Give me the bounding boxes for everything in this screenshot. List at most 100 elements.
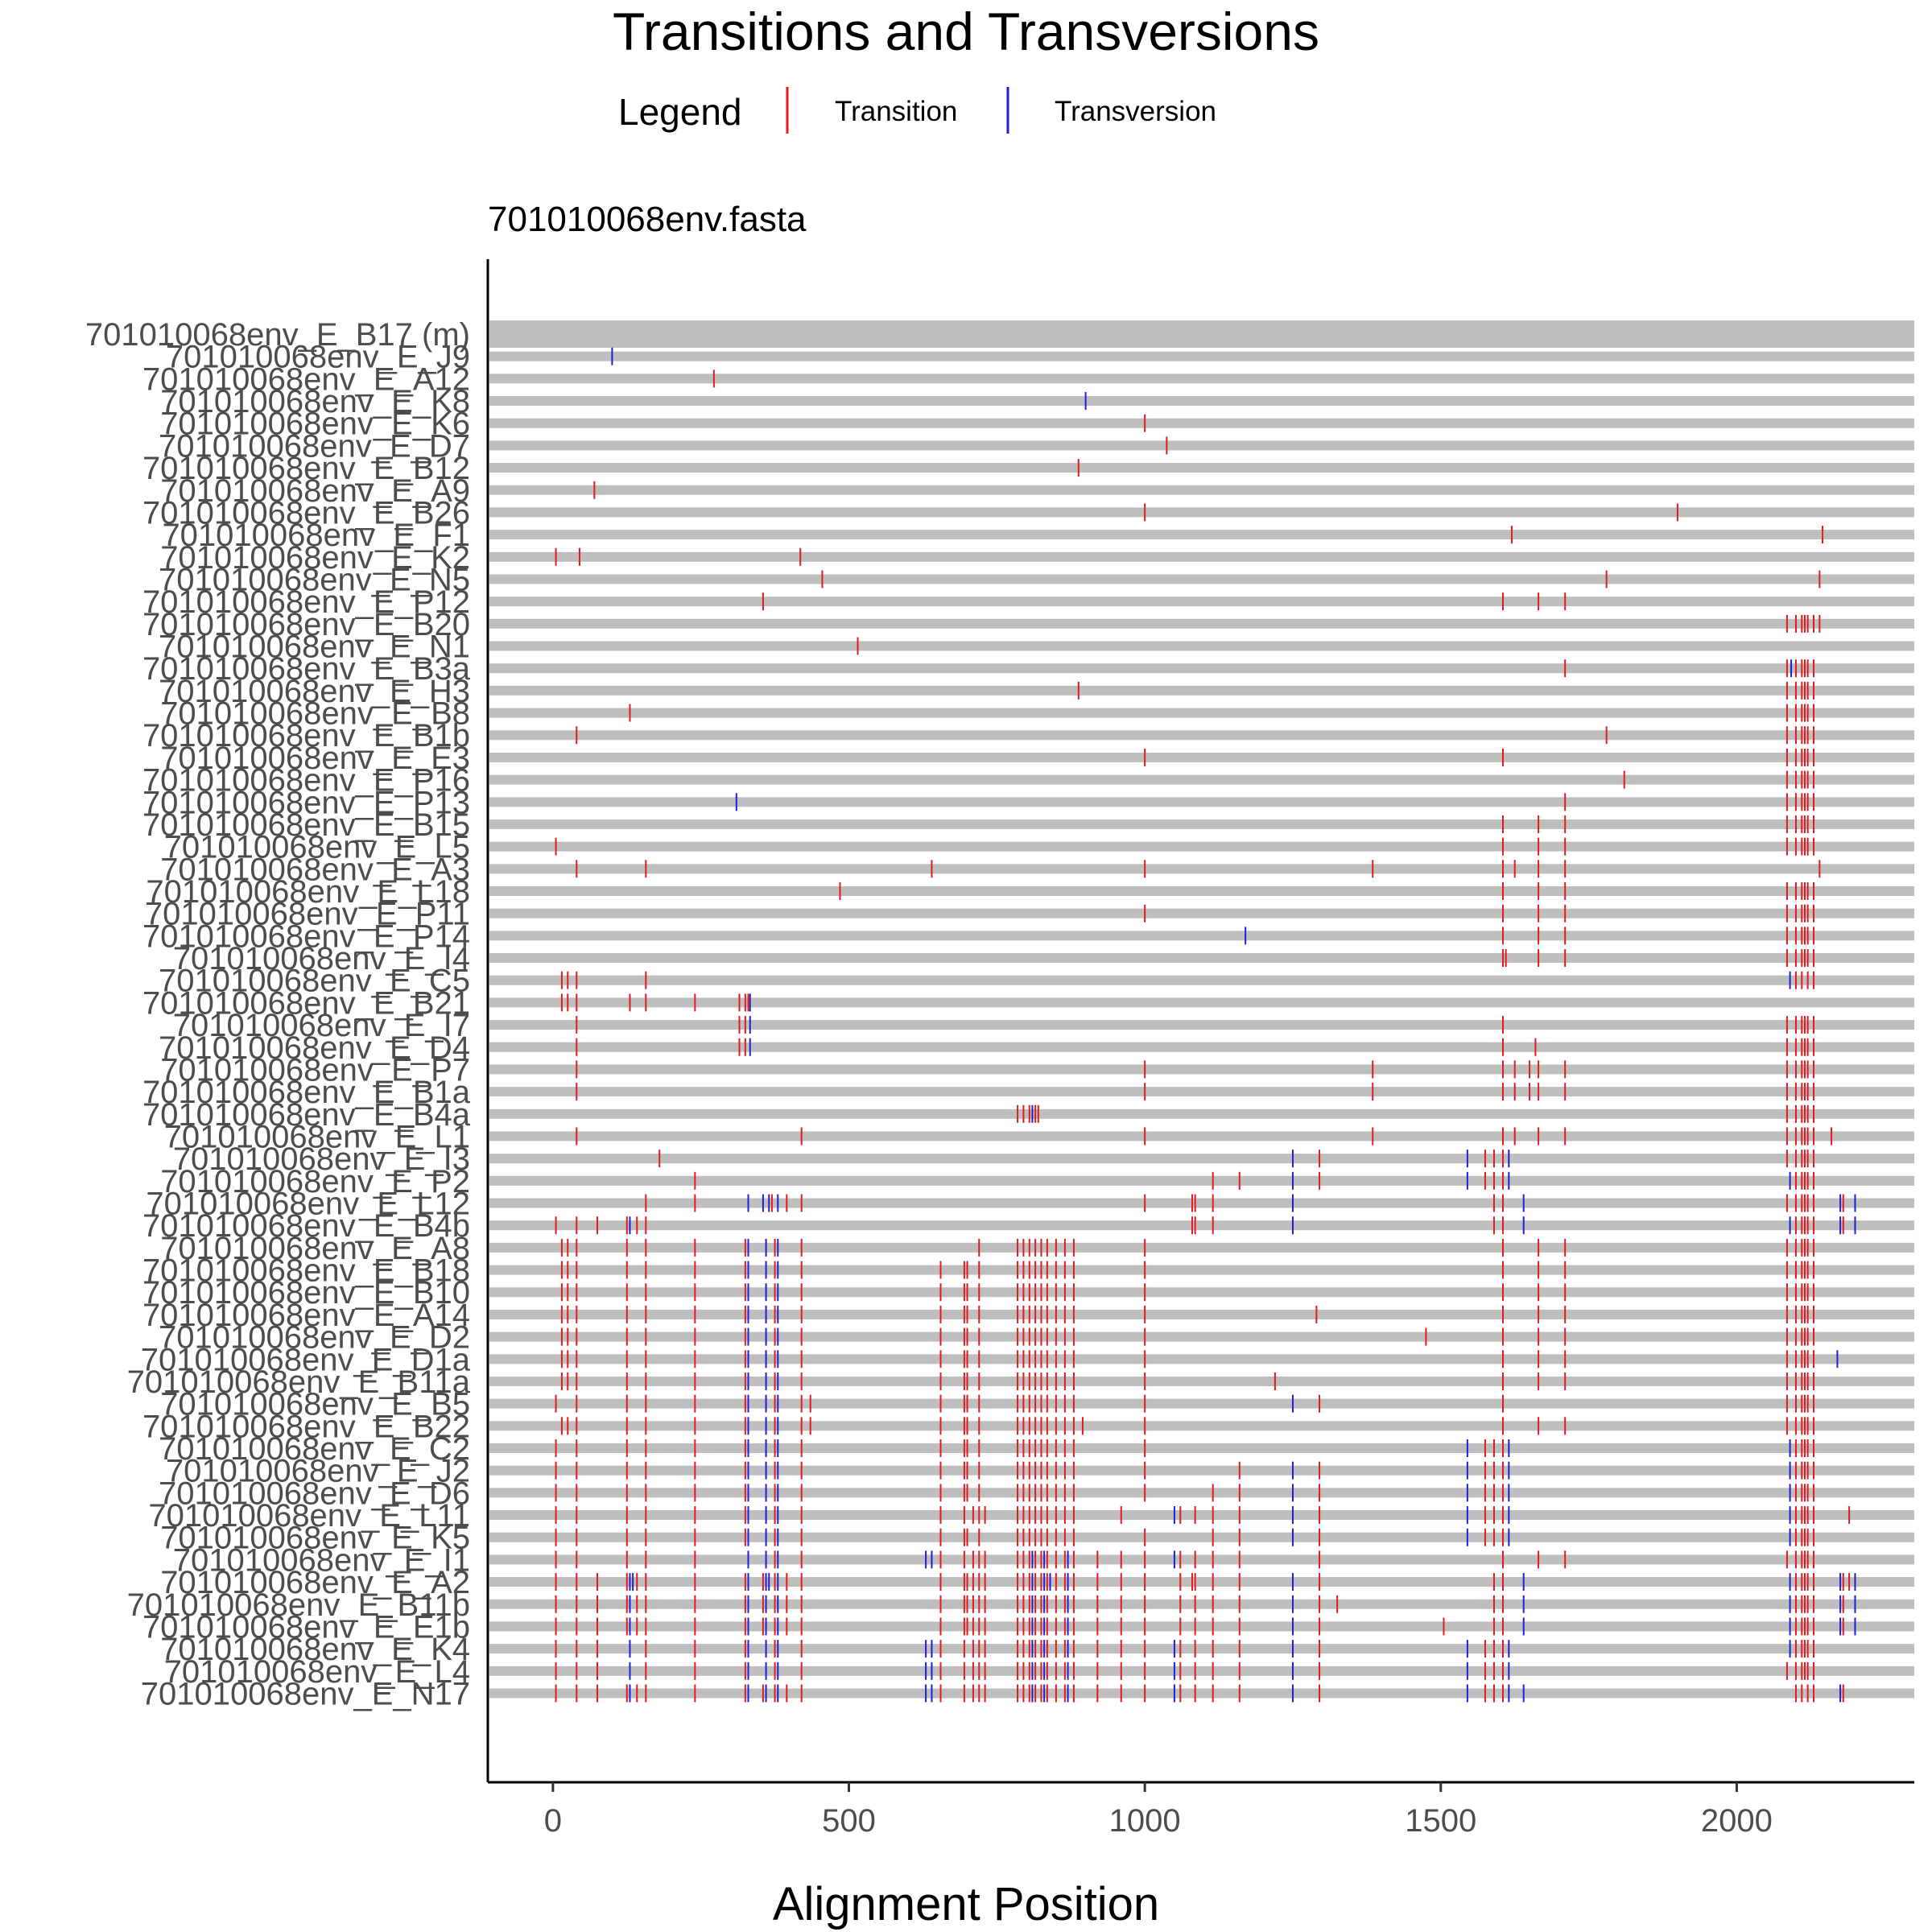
sequence-label: 701010068env_E_B17 (m) bbox=[85, 317, 470, 353]
x-tick-label: 1500 bbox=[1405, 1803, 1476, 1839]
sequence-label: 701010068env_E_K5 bbox=[160, 1521, 470, 1556]
sequence-track bbox=[489, 1644, 1914, 1654]
mutation-marks bbox=[555, 347, 1856, 1703]
sequence-label: 701010068env_E_I3 bbox=[173, 1141, 470, 1177]
sequence-label: 701010068env_E_P12 bbox=[142, 584, 470, 620]
sequence-track bbox=[489, 440, 1914, 451]
sequence-label: 701010068env_E_K2 bbox=[160, 540, 470, 576]
sequence-track bbox=[489, 418, 1914, 428]
sequence-track bbox=[489, 551, 1914, 562]
sequence-track bbox=[489, 752, 1914, 762]
sequence-track bbox=[489, 597, 1914, 607]
sequence-track bbox=[489, 886, 1914, 896]
sequence-label: 701010068env_E_D2 bbox=[159, 1320, 470, 1356]
sequence-track bbox=[489, 685, 1914, 696]
legend-transversion-label: Transversion bbox=[1055, 96, 1216, 127]
sequence-track bbox=[489, 396, 1914, 407]
sequence-track bbox=[489, 975, 1914, 985]
sequence-label: 701010068env_E_J9 bbox=[166, 340, 470, 375]
x-tick-label: 500 bbox=[822, 1803, 876, 1839]
sequence-track bbox=[489, 530, 1914, 540]
sequence-label: 701010068env_E_P2 bbox=[160, 1164, 470, 1199]
sequence-track bbox=[489, 1376, 1914, 1386]
sequence-label: 701010068env_E_D1a bbox=[141, 1342, 471, 1377]
sequence-track bbox=[489, 819, 1914, 829]
sequence-track bbox=[489, 1488, 1914, 1498]
sequence-label: 701010068env_E_B1b bbox=[142, 718, 470, 753]
sequence-label: 701010068env_E_L5 bbox=[164, 830, 470, 865]
sequence-label: 701010068env_E_A2 bbox=[160, 1565, 470, 1600]
sequence-track bbox=[489, 730, 1914, 741]
sequence-track bbox=[489, 1331, 1914, 1342]
x-tick-label: 0 bbox=[544, 1803, 562, 1839]
sequence-label: 701010068env_E_B18 bbox=[142, 1253, 470, 1289]
sequence-label: 701010068env_E_A9 bbox=[160, 473, 470, 509]
sequence-track bbox=[489, 864, 1914, 874]
sequence-label: 701010068env_E_K8 bbox=[160, 384, 470, 419]
sequence-label: 701010068env_E_B11a bbox=[127, 1364, 471, 1400]
sequence-track bbox=[489, 1198, 1914, 1208]
sequence-label: 701010068env_E_D6 bbox=[159, 1476, 470, 1511]
sequence-track bbox=[489, 1131, 1914, 1141]
sequence-label: 701010068env_E_N5 bbox=[159, 562, 470, 597]
sequence-track bbox=[489, 1688, 1914, 1699]
x-axis-ticks: 0 500 1000 1500 2000 bbox=[544, 1782, 1773, 1839]
x-axis-title: Alignment Position bbox=[773, 1878, 1159, 1930]
sequence-label: 701010068env_E_P14 bbox=[142, 919, 470, 954]
sequence-track bbox=[489, 797, 1914, 807]
sequence-track bbox=[489, 1154, 1914, 1164]
sequence-track bbox=[489, 485, 1914, 495]
sequence-tracks bbox=[489, 320, 1914, 1699]
sequence-label: 701010068env_E_D7 bbox=[159, 428, 470, 464]
sequence-label: 701010068env_E_A14 bbox=[142, 1298, 470, 1333]
sequence-label: 701010068env_E_L11 bbox=[148, 1498, 470, 1534]
sequence-track bbox=[489, 1554, 1914, 1565]
sequence-label: 701010068env_E_A3 bbox=[160, 852, 470, 887]
sequence-track bbox=[489, 1064, 1914, 1075]
sequence-track bbox=[489, 374, 1914, 384]
sequence-label: 701010068env_E_P16 bbox=[142, 763, 470, 799]
sequence-label: 701010068env_E_K4 bbox=[160, 1632, 470, 1667]
sequence-track bbox=[489, 1220, 1914, 1231]
sequence-label: 701010068env_E_B3a bbox=[142, 651, 471, 687]
x-tick-label: 1000 bbox=[1109, 1803, 1181, 1839]
legend: Legend Transition Transversion bbox=[618, 87, 1216, 134]
sequence-label: 701010068env_E_B22 bbox=[142, 1409, 470, 1444]
sequence-track bbox=[489, 1421, 1914, 1431]
sequence-track bbox=[489, 1443, 1914, 1453]
sequence-label: 701010068env_E_D4 bbox=[159, 1030, 470, 1066]
sequence-label: 701010068env_E_B10 bbox=[142, 1275, 470, 1311]
sequence-track bbox=[489, 1532, 1914, 1542]
sequence-label: 701010068env_E_L12 bbox=[146, 1187, 470, 1222]
legend-transition-label: Transition bbox=[835, 96, 957, 127]
sequence-labels: 701010068env_E_B17 (m)701010068env_E_J97… bbox=[85, 317, 471, 1711]
sequence-track bbox=[489, 1354, 1914, 1364]
sequence-track bbox=[489, 708, 1914, 718]
sequence-track bbox=[489, 931, 1914, 941]
sequence-track bbox=[489, 507, 1914, 518]
sequence-label: 701010068env_E_B1a bbox=[142, 1075, 471, 1110]
sequence-track bbox=[489, 841, 1914, 852]
sequence-label: 701010068env_E_B12 bbox=[142, 451, 470, 486]
sequence-label: 701010068env_E_B4a bbox=[142, 1097, 471, 1133]
sequence-track bbox=[489, 320, 1914, 348]
sequence-track bbox=[489, 574, 1914, 584]
sequence-label: 701010068env_E_H3 bbox=[159, 674, 470, 709]
sequence-track bbox=[489, 953, 1914, 964]
sequence-label: 701010068env_E_A12 bbox=[142, 361, 470, 397]
sequence-track bbox=[489, 774, 1914, 785]
sequence-label: 701010068env_E_B4b bbox=[142, 1208, 470, 1244]
sequence-track bbox=[489, 1465, 1914, 1476]
sequence-label: 701010068env_E_E3 bbox=[160, 741, 470, 776]
legend-title: Legend bbox=[618, 91, 742, 133]
sequence-label: 701010068env_E_F1 bbox=[162, 518, 470, 553]
sequence-track bbox=[489, 1599, 1914, 1609]
sequence-label: 701010068env_E_I7 bbox=[173, 1008, 470, 1043]
sequence-label: 701010068env_E_E1b bbox=[142, 1609, 470, 1645]
sequence-track bbox=[489, 1398, 1914, 1409]
sequence-label: 701010068env_E_B21 bbox=[142, 985, 470, 1021]
sequence-track bbox=[489, 1087, 1914, 1097]
sequence-track bbox=[489, 1666, 1914, 1676]
sequence-track bbox=[489, 1577, 1914, 1587]
